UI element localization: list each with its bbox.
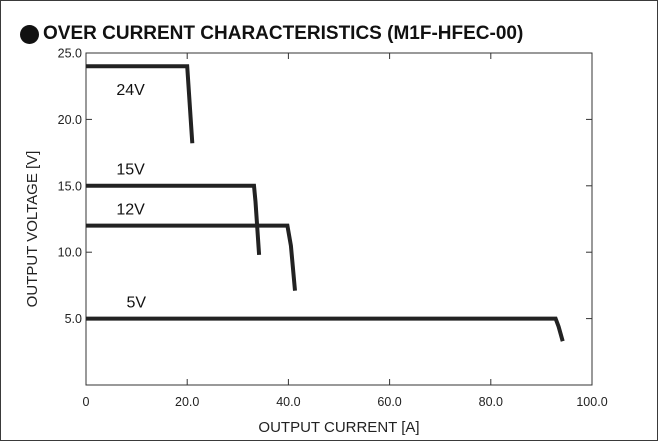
series-label-5v: 5V — [126, 294, 146, 311]
y-axis-label: OUTPUT VOLTAGE [V] — [24, 151, 41, 308]
chart-title-row: OVER CURRENT CHARACTERISTICS (M1F-HFEC-0… — [20, 22, 523, 46]
series-label-12v: 12V — [116, 201, 145, 218]
bullet-icon — [20, 24, 39, 44]
plot-area — [85, 52, 593, 386]
series-line-15v — [86, 183, 262, 256]
x-tick-label: 40.0 — [276, 395, 300, 409]
y-tick-label: 5.0 — [65, 312, 82, 326]
x-tick-label: 100.0 — [576, 395, 607, 409]
series-label-15v: 15V — [116, 162, 145, 179]
series-label-24v: 24V — [116, 82, 145, 99]
y-tick-label: 20.0 — [58, 113, 82, 127]
chart-title: OVER CURRENT CHARACTERISTICS (M1F-HFEC-0… — [43, 23, 524, 44]
x-tick-label: 80.0 — [479, 395, 503, 409]
x-tick-label: 0 — [83, 395, 90, 409]
x-tick-label: 60.0 — [377, 395, 401, 409]
series-line-24v — [86, 64, 195, 144]
series-line-5v — [86, 316, 565, 342]
y-tick-label: 25.0 — [58, 47, 82, 61]
series-line-12v — [86, 223, 297, 291]
y-tick-label: 15.0 — [58, 179, 82, 193]
x-tick-label: 20.0 — [175, 395, 199, 409]
x-axis-label: OUTPUT CURRENT [A] — [258, 419, 419, 436]
y-tick-label: 10.0 — [58, 246, 82, 260]
